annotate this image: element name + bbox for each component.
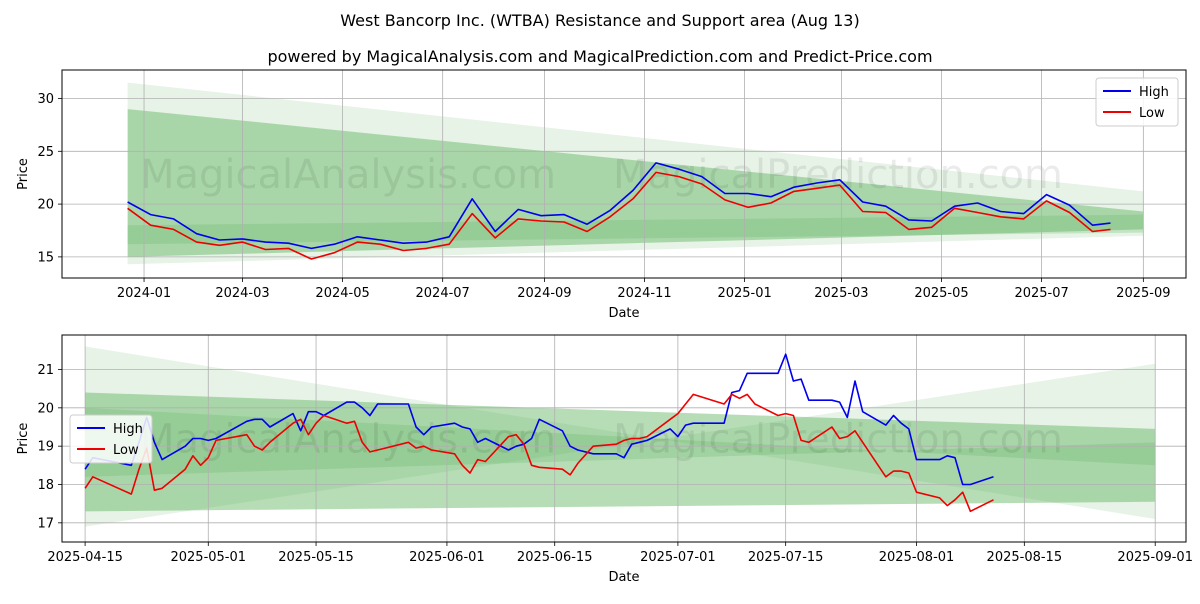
support-resistance-band	[127, 214, 1144, 245]
x-tick-label: 2025-05	[914, 286, 968, 301]
legend: High Low	[1095, 77, 1179, 127]
x-tick-label: 2024-05	[315, 286, 369, 301]
support-resistance-band	[127, 109, 1144, 257]
watermark-text: MagicalPrediction.com	[613, 417, 1063, 463]
y-tick-label: 21	[37, 363, 54, 378]
x-tick-label: 2024-07	[416, 286, 470, 301]
x-tick-label: 2025-05-01	[170, 550, 246, 565]
x-tick-label: 2025-04-15	[47, 550, 123, 565]
panel-2: MagicalAnalysis.com MagicalPrediction.com…	[16, 334, 1193, 585]
y-tick-label: 20	[37, 401, 54, 416]
x-tick-label: 2025-08-15	[987, 550, 1063, 565]
legend-label-high: High	[1139, 85, 1169, 100]
y-axis-label: Price	[16, 158, 31, 190]
y-tick-label: 15	[37, 250, 54, 265]
y-tick-label: 20	[37, 198, 54, 213]
y-tick-label: 19	[37, 440, 54, 455]
legend-label-low: Low	[113, 443, 139, 458]
watermark-text: MagicalAnalysis.com	[140, 152, 556, 198]
plot-frame	[61, 334, 1187, 543]
legend-label-high: High	[113, 422, 143, 437]
series-line-high	[127, 162, 1111, 250]
series-line-high	[84, 353, 994, 486]
x-axis-label: Date	[608, 306, 639, 321]
series-line-low	[127, 171, 1111, 260]
legend-label-low: Low	[1139, 106, 1165, 121]
watermark-text: MagicalPrediction.com	[613, 152, 1063, 198]
x-tick-label: 2025-07-01	[640, 550, 716, 565]
x-tick-label: 2025-07	[1014, 286, 1068, 301]
plot-frame	[61, 69, 1187, 279]
x-tick-label: 2025-05-15	[278, 550, 354, 565]
support-resistance-band	[127, 82, 1144, 265]
y-tick-label: 25	[37, 145, 54, 160]
legend: High Low	[69, 414, 153, 464]
x-tick-label: 2025-09-01	[1117, 550, 1193, 565]
x-tick-label: 2025-09	[1116, 286, 1170, 301]
x-tick-label: 2024-03	[215, 286, 269, 301]
x-tick-label: 2025-01	[717, 286, 771, 301]
x-tick-label: 2024-11	[617, 286, 671, 301]
y-axis-label: Price	[16, 423, 31, 455]
x-tick-label: 2025-03	[814, 286, 868, 301]
series-group	[127, 162, 1111, 260]
y-tick-label: 18	[37, 478, 54, 493]
chart-title: West Bancorp Inc. (WTBA) Resistance and …	[340, 11, 859, 30]
y-tick-label: 30	[37, 92, 54, 107]
x-tick-label: 2024-09	[517, 286, 571, 301]
x-axis-label: Date	[608, 570, 639, 585]
series-group	[84, 353, 994, 513]
support-resistance-band	[85, 346, 1156, 527]
chart-subtitle: powered by MagicalAnalysis.com and Magic…	[267, 47, 932, 66]
band-group	[127, 82, 1144, 265]
y-tick-label: 17	[37, 516, 54, 531]
x-tick-label: 2025-06-15	[517, 550, 593, 565]
x-tick-label: 2025-08-01	[879, 550, 955, 565]
series-line-low	[84, 393, 994, 513]
panel-1: MagicalAnalysis.com MagicalPrediction.com…	[16, 69, 1187, 321]
x-tick-label: 2025-07-15	[748, 550, 824, 565]
x-tick-label: 2025-06-01	[409, 550, 485, 565]
x-tick-label: 2024-01	[117, 286, 171, 301]
